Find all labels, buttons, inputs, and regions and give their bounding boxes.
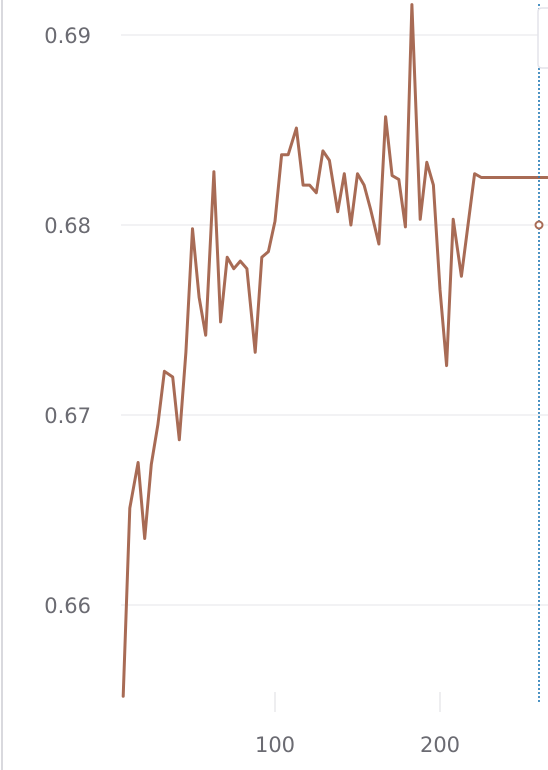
series-layer (121, 3, 548, 698)
series-line (121, 3, 548, 698)
cursor-point (534, 220, 544, 230)
tick-labels: 0.66 0.67 0.68 0.69 100 200 (44, 24, 460, 757)
y-tick-label: 0.67 (44, 404, 91, 428)
y-tick-label: 0.68 (44, 214, 91, 238)
gridlines (121, 34, 548, 606)
legend-box-edge (537, 7, 548, 69)
y-tick-label: 0.69 (44, 24, 91, 48)
x-tick-label: 200 (420, 733, 460, 757)
x-tick-label: 100 (255, 733, 295, 757)
hover-cursor (534, 4, 544, 704)
y-tick-label: 0.66 (44, 594, 91, 618)
